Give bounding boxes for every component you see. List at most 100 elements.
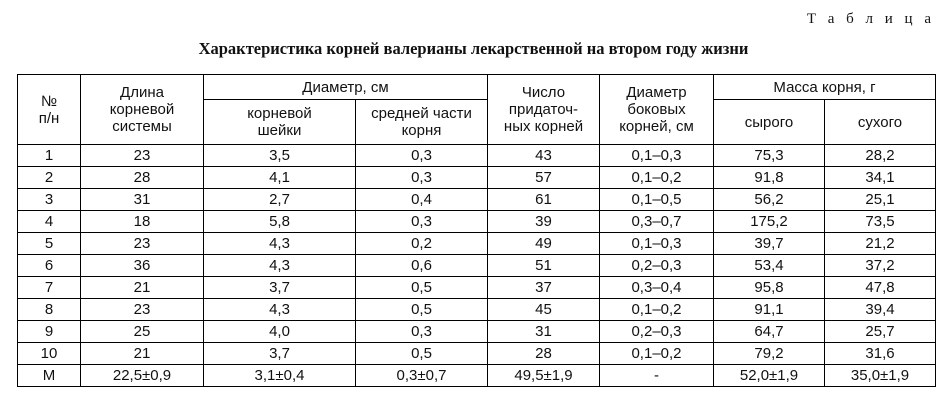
- table-row: 4 18 5,8 0,3 39 0,3–0,7 175,2 73,5: [17, 210, 936, 233]
- table-cell: 34,1: [824, 166, 936, 189]
- table-title: Характеристика корней валерианы лекарств…: [198, 39, 749, 58]
- header-length-line: Длина: [120, 84, 164, 101]
- table-cell: 31,6: [824, 342, 936, 365]
- mean-row: М 22,5±0,9 3,1±0,4 0,3±0,7 49,5±1,9 - 52…: [17, 364, 936, 387]
- table-cell: 0,2–0,3: [599, 254, 714, 277]
- table-cell: 4: [17, 210, 81, 233]
- header-length: Длина корневой системы: [80, 74, 204, 145]
- table-cell: 4,3: [203, 232, 356, 255]
- header-count-line: Число: [521, 84, 566, 101]
- header-num-line: №: [40, 92, 58, 110]
- mean-cell: 49,5±1,9: [487, 364, 600, 387]
- table-row: 7 21 3,7 0,5 37 0,3–0,4 95,8 47,8: [17, 276, 936, 299]
- table-row: 10 21 3,7 0,5 28 0,1–0,2 79,2 31,6: [17, 342, 936, 365]
- table-cell: 18: [80, 210, 204, 233]
- table-cell: 0,5: [355, 298, 488, 321]
- table-cell: 47,8: [824, 276, 936, 299]
- mean-cell: -: [599, 364, 714, 387]
- table-cell: 91,8: [713, 166, 825, 189]
- table-row: 6 36 4,3 0,6 51 0,2–0,3 53,4 37,2: [17, 254, 936, 277]
- table-cell: 175,2: [713, 210, 825, 233]
- header-num-line: п/н: [38, 109, 60, 127]
- table-cell: 4,3: [203, 298, 356, 321]
- header-dry: сухого: [824, 99, 936, 145]
- header-middle-line: средней части: [371, 105, 472, 122]
- table-row: 8 23 4,3 0,5 45 0,1–0,2 91,1 39,4: [17, 298, 936, 321]
- table-cell: 31: [80, 188, 204, 211]
- header-lateral-line: боковых: [627, 101, 686, 118]
- table-cell: 39,4: [824, 298, 936, 321]
- header-neck-line: шейки: [257, 122, 302, 139]
- table-cell: 0,1–0,2: [599, 298, 714, 321]
- header-count-line: ных корней: [503, 118, 584, 135]
- table-cell: 95,8: [713, 276, 825, 299]
- table-body: 1 23 3,5 0,3 43 0,1–0,3 75,3 28,2 2 28 4,1 0,3 57 0,1…: [17, 144, 936, 387]
- header-count: Число придаточ- ных корней: [487, 74, 600, 145]
- table-cell: 21,2: [824, 232, 936, 255]
- header-length-line: системы: [112, 118, 172, 135]
- table-cell: 9: [17, 320, 81, 343]
- header-lateral: Диаметр боковых корней, см: [599, 74, 714, 145]
- table-cell: 7: [17, 276, 81, 299]
- table-cell: 4,0: [203, 320, 356, 343]
- table-cell: 23: [80, 298, 204, 321]
- table-cell: 3,7: [203, 342, 356, 365]
- header-mass: Масса корня, г: [713, 74, 936, 100]
- table-row: 3 31 2,7 0,4 61 0,1–0,5 56,2 25,1: [17, 188, 936, 211]
- table-cell: 43: [487, 144, 600, 167]
- table-cell: 61: [487, 188, 600, 211]
- table-cell: 0,3–0,7: [599, 210, 714, 233]
- table-cell: 4,3: [203, 254, 356, 277]
- table-row: 9 25 4,0 0,3 31 0,2–0,3 64,7 25,7: [17, 320, 936, 343]
- header-lateral-line: Диаметр: [626, 84, 687, 101]
- mean-cell: 3,1±0,4: [203, 364, 356, 387]
- table-cell: 6: [17, 254, 81, 277]
- table-cell: 0,3: [355, 320, 488, 343]
- table-cell: 28: [487, 342, 600, 365]
- table-cell: 31: [487, 320, 600, 343]
- table-cell: 0,1–0,2: [599, 166, 714, 189]
- table-cell: 0,6: [355, 254, 488, 277]
- table-cell: 0,4: [355, 188, 488, 211]
- table-cell: 4,1: [203, 166, 356, 189]
- table-row: 5 23 4,3 0,2 49 0,1–0,3 39,7 21,2: [17, 232, 936, 255]
- table-cell: 28,2: [824, 144, 936, 167]
- header-middle-line: корня: [401, 122, 442, 139]
- table-cell: 8: [17, 298, 81, 321]
- table-cell: 0,5: [355, 342, 488, 365]
- table-cell: 37,2: [824, 254, 936, 277]
- table-cell: 39: [487, 210, 600, 233]
- table-cell: 53,4: [713, 254, 825, 277]
- mean-cell: 22,5±0,9: [80, 364, 204, 387]
- header-neck: корневой шейки: [203, 99, 356, 145]
- table-cell: 0,2–0,3: [599, 320, 714, 343]
- table-cell: 23: [80, 144, 204, 167]
- table-cell: 79,2: [713, 342, 825, 365]
- table-cell: 5: [17, 232, 81, 255]
- header-middle: средней части корня: [355, 99, 488, 145]
- header-length-line: корневой: [109, 101, 175, 118]
- table-cell: 25: [80, 320, 204, 343]
- mean-cell: 0,3±0,7: [355, 364, 488, 387]
- table-cell: 0,3: [355, 210, 488, 233]
- table-cell: 0,1–0,2: [599, 342, 714, 365]
- table-cell: 57: [487, 166, 600, 189]
- table-cell: 0,1–0,3: [599, 144, 714, 167]
- table-cell: 51: [487, 254, 600, 277]
- table-cell: 0,2: [355, 232, 488, 255]
- table-cell: 56,2: [713, 188, 825, 211]
- table-cell: 25,1: [824, 188, 936, 211]
- mean-cell: М: [17, 364, 81, 387]
- table-cell: 1: [17, 144, 81, 167]
- table-cell: 28: [80, 166, 204, 189]
- table-cell: 3,5: [203, 144, 356, 167]
- table-cell: 0,1–0,3: [599, 232, 714, 255]
- table-cell: 64,7: [713, 320, 825, 343]
- table-cell: 0,1–0,5: [599, 188, 714, 211]
- table-cell: 21: [80, 276, 204, 299]
- table-cell: 75,3: [713, 144, 825, 167]
- table-row: 1 23 3,5 0,3 43 0,1–0,3 75,3 28,2: [17, 144, 936, 167]
- header-lateral-line: корней, см: [619, 118, 694, 135]
- header-count-line: придаточ-: [508, 101, 579, 118]
- table-cell: 23: [80, 232, 204, 255]
